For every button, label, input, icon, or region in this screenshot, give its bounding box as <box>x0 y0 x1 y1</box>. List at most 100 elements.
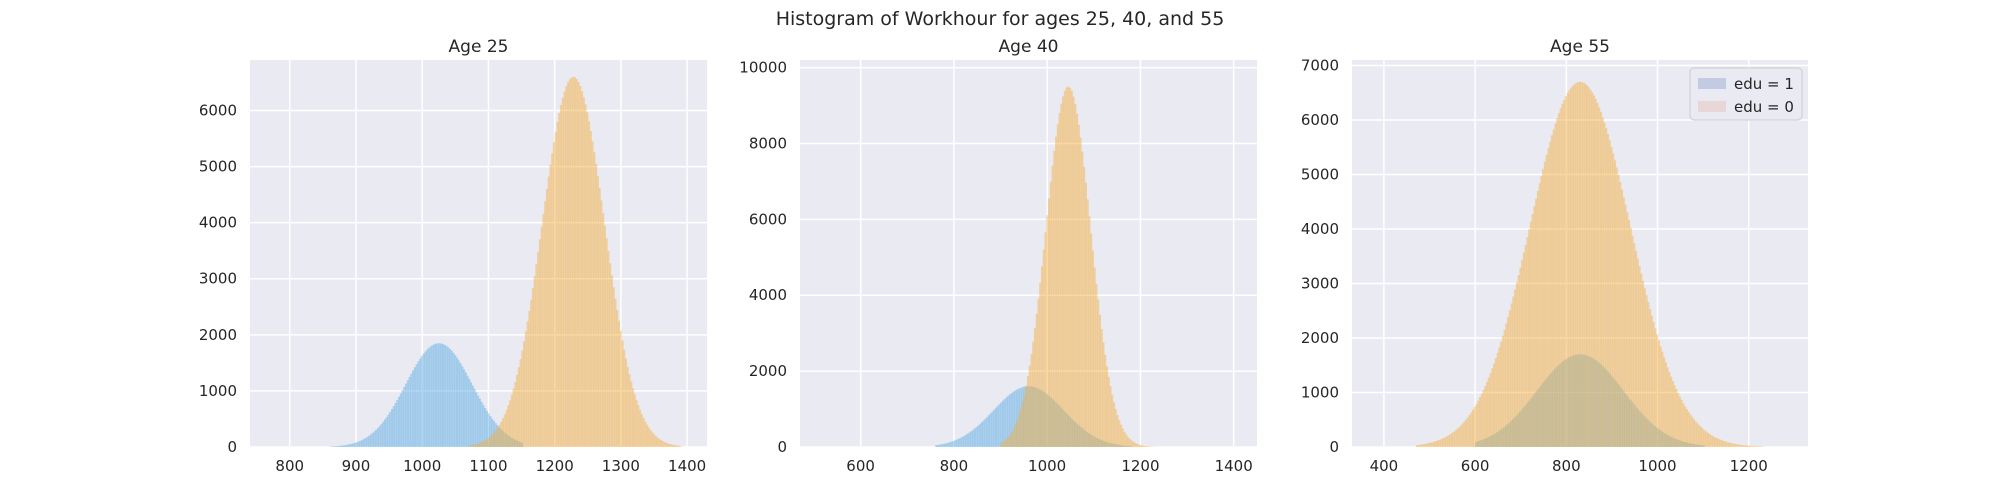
histogram-bar <box>544 201 546 447</box>
histogram-bar <box>410 374 412 447</box>
histogram-bar <box>1115 409 1117 447</box>
histogram-bar <box>960 438 962 447</box>
x-tick-label: 1400 <box>1215 457 1253 475</box>
histogram-bar <box>1598 107 1600 447</box>
histogram-bar <box>528 311 530 447</box>
histogram-bar <box>417 361 419 447</box>
histogram-bar <box>541 227 543 447</box>
y-tick-label: 2000 <box>1301 329 1339 347</box>
histogram-bar <box>451 351 453 447</box>
histogram-bar <box>384 419 386 447</box>
histogram-bar <box>1507 317 1509 447</box>
histogram-bar <box>445 346 447 447</box>
histogram-bar <box>1081 152 1083 447</box>
histogram-bar <box>679 446 681 447</box>
histogram-bar <box>1053 151 1055 447</box>
histogram-bar <box>951 441 953 447</box>
histogram-bar <box>629 374 631 447</box>
histogram-bar <box>1104 355 1106 447</box>
histogram-bar <box>1108 377 1110 447</box>
histogram-bar <box>1491 368 1493 447</box>
histogram-bar <box>1586 85 1588 447</box>
histogram-bar <box>641 414 643 447</box>
histogram-bar <box>1714 437 1716 447</box>
histogram-bar <box>342 445 344 447</box>
histogram-bar <box>611 275 613 447</box>
histogram-bar <box>525 332 527 447</box>
histogram-bar <box>437 343 439 447</box>
histogram-bar <box>1004 399 1006 447</box>
histogram-bar <box>1642 281 1644 447</box>
histogram-bar <box>1034 328 1036 447</box>
histogram-bar <box>606 238 608 447</box>
histogram-bar <box>344 445 346 447</box>
x-tick-label: 1400 <box>668 457 706 475</box>
histogram-bar <box>1490 373 1492 447</box>
histogram-bar <box>984 419 986 447</box>
histogram-bar <box>590 131 592 447</box>
histogram-bar <box>1120 425 1122 447</box>
histogram-bar <box>1505 323 1507 447</box>
histogram-bar <box>1604 122 1606 447</box>
histogram-bar <box>1087 199 1089 447</box>
histogram-bar <box>1456 429 1458 447</box>
histogram-bar <box>1716 438 1718 447</box>
histogram-bar <box>618 321 620 447</box>
histogram-bar <box>1567 93 1569 447</box>
histogram-bar <box>1605 128 1607 447</box>
histogram-bar <box>657 438 659 447</box>
histogram-bar <box>588 121 590 447</box>
histogram-bar <box>375 430 377 447</box>
histogram-bar <box>576 79 578 447</box>
histogram-bar <box>1122 428 1124 447</box>
histogram-bar <box>548 177 550 447</box>
histogram-bar <box>1449 434 1451 447</box>
histogram-bar <box>1516 282 1518 447</box>
histogram-bar <box>1737 444 1739 447</box>
histogram-bar <box>1016 420 1018 447</box>
y-tick-label: 7000 <box>1301 56 1339 74</box>
histogram-bar <box>616 310 618 447</box>
histogram-bar <box>1675 389 1677 447</box>
histogram-bar <box>539 239 541 447</box>
histogram-bar <box>1523 252 1525 447</box>
histogram-bar <box>1633 243 1635 447</box>
histogram-bar <box>535 264 537 447</box>
histogram-bar <box>1754 446 1756 447</box>
histogram-bar <box>428 348 430 447</box>
x-tick-label: 800 <box>940 457 969 475</box>
histogram-bar <box>1670 377 1672 447</box>
y-tick-label: 5000 <box>1301 165 1339 183</box>
histogram-bar <box>1094 267 1096 447</box>
histogram-bar <box>1022 402 1024 447</box>
histogram-bar <box>621 341 623 447</box>
histogram-bar <box>1148 446 1150 447</box>
histogram-bar <box>1444 437 1446 447</box>
histogram-bar <box>609 263 611 447</box>
y-tick-label: 1000 <box>1301 383 1339 401</box>
histogram-bar <box>1540 176 1542 447</box>
histogram-bar <box>1554 124 1556 447</box>
histogram-bar <box>1526 237 1528 447</box>
histogram-bar <box>468 379 470 447</box>
histogram-bar <box>1484 386 1486 447</box>
histogram-bar <box>337 446 339 447</box>
histogram-bar <box>1493 363 1495 447</box>
histogram-bar <box>551 153 553 447</box>
histogram-bar <box>1572 86 1574 447</box>
histogram-bar <box>560 105 562 447</box>
histogram-bar <box>482 405 484 447</box>
histogram-bar <box>969 432 971 447</box>
histogram-bar <box>1124 432 1126 447</box>
histogram-bar <box>421 356 423 447</box>
histogram-bar <box>1632 236 1634 447</box>
histogram-bar <box>1495 358 1497 447</box>
histogram-bar <box>1623 197 1625 447</box>
histogram-bar <box>1621 189 1623 447</box>
histogram-bar <box>665 443 667 447</box>
histogram-bar <box>1090 233 1092 447</box>
histogram-bar <box>662 441 664 447</box>
